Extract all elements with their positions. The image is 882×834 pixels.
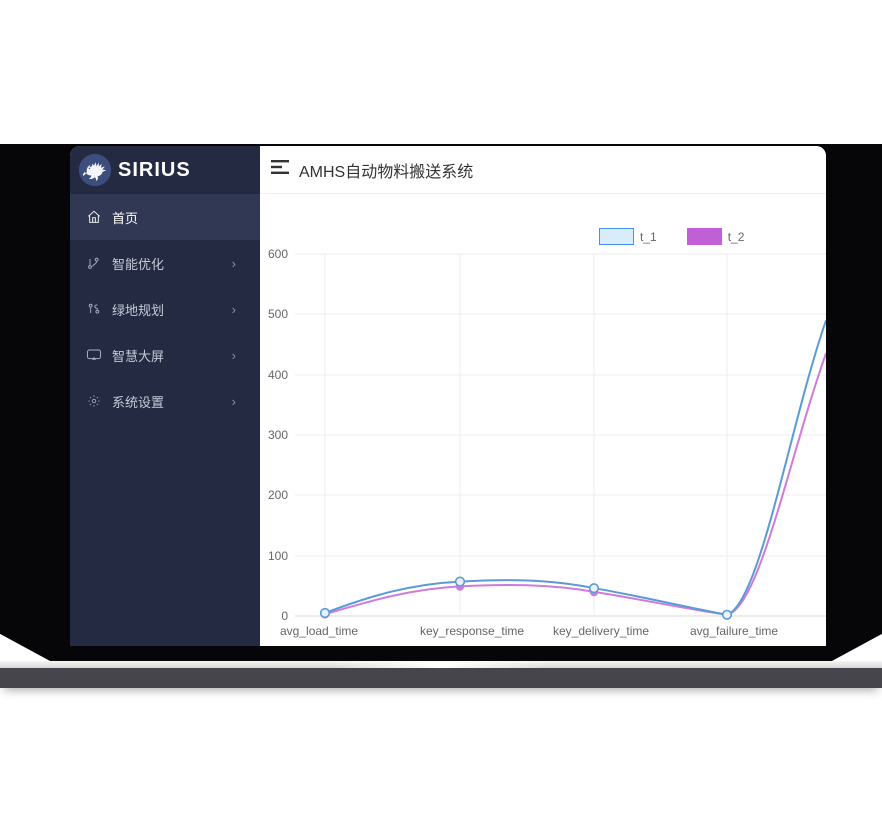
svg-text:400: 400 — [268, 368, 288, 382]
svg-text:avg_failure_time: avg_failure_time — [690, 624, 778, 638]
svg-text:100: 100 — [268, 549, 288, 563]
svg-text:500: 500 — [268, 307, 288, 321]
svg-text:300: 300 — [268, 428, 288, 442]
svg-text:key_response_time: key_response_time — [420, 624, 524, 638]
svg-text:0: 0 — [281, 609, 288, 623]
svg-text:key_delivery_time: key_delivery_time — [553, 624, 649, 638]
svg-text:avg_load_time: avg_load_time — [280, 624, 358, 638]
svg-text:200: 200 — [268, 488, 288, 502]
svg-text:600: 600 — [268, 247, 288, 261]
